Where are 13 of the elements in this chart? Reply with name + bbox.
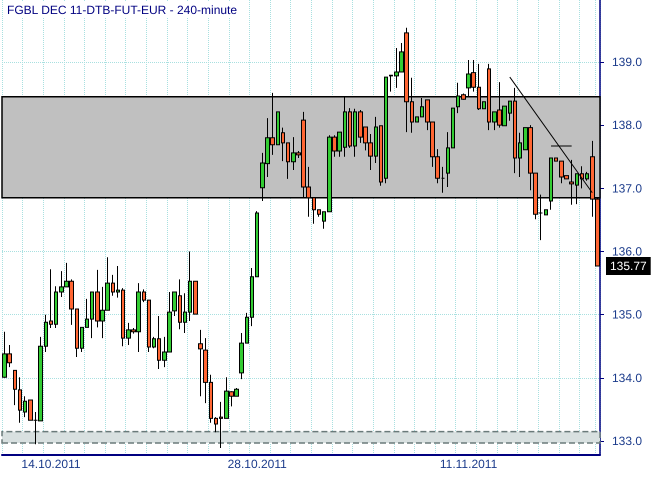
x-tick-label: 11.11.2011 <box>440 457 498 471</box>
x-tick-label: 14.10.2011 <box>21 457 81 471</box>
y-tick-label: 135.0 <box>612 308 642 322</box>
candlestick <box>198 329 203 397</box>
y-tick-label: 138.0 <box>612 118 642 132</box>
y-tick-label: 133.0 <box>612 434 642 448</box>
text: 135.77 <box>610 259 648 274</box>
y-tick-label: 136.0 <box>612 244 642 259</box>
y-tick-label: 134.0 <box>612 370 642 385</box>
y-tick-label: 137.0 <box>612 181 642 196</box>
x-tick-label: 28.10.2011 <box>228 457 288 471</box>
y-tick-label: 139.0 <box>612 54 642 69</box>
chart-title: FGBL DEC 11-DTB-FUT-EUR - 240-minute <box>7 3 238 17</box>
